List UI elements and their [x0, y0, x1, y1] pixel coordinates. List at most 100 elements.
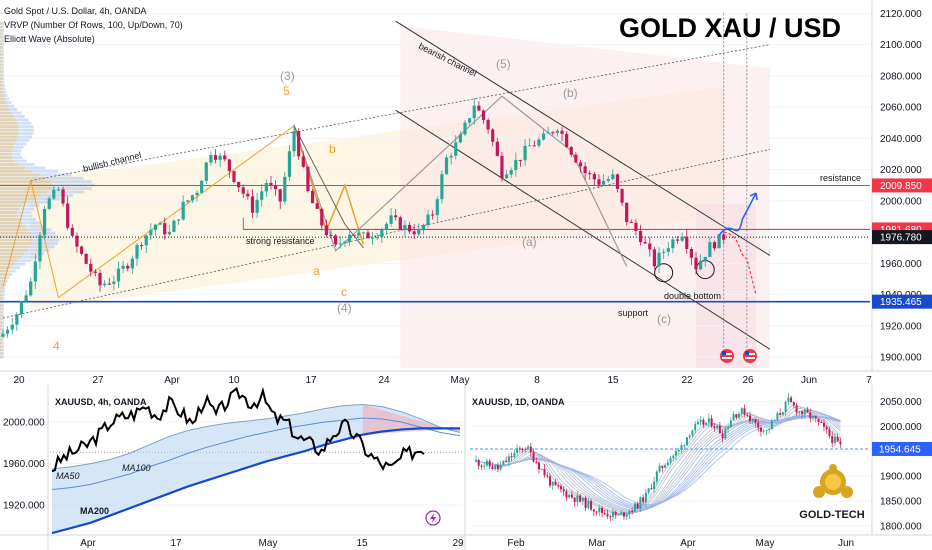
volume-bar: [0, 111, 22, 115]
volume-bar: [0, 149, 12, 153]
ma-ribbon-line: [475, 416, 841, 506]
wave-label-a: a: [313, 264, 320, 278]
price-tick-label: 2040.000: [3, 385, 45, 387]
lightning-icon[interactable]: [425, 510, 441, 526]
candle-body: [485, 460, 488, 466]
candle-body: [538, 462, 541, 470]
volume-bar: [0, 214, 33, 218]
candle-body: [689, 248, 693, 258]
candle-body: [6, 329, 10, 334]
ma100-line: [51, 417, 461, 491]
candle-body: [273, 185, 278, 190]
volume-bar: [0, 245, 55, 249]
candle-body: [784, 401, 787, 413]
volume-bar: [0, 331, 3, 335]
candle-body: [694, 424, 697, 431]
volume-bar: [0, 59, 3, 63]
mini-chart-4h[interactable]: 1920.000 1960.000 2000.000 2040.000 Apr 17 Ma…: [0, 385, 466, 550]
time-tick-label: 10: [228, 375, 240, 385]
wave-label-4-paren: (4): [337, 301, 352, 315]
volume-bar: [0, 314, 5, 318]
ma-ribbon-line: [475, 415, 841, 507]
price-scale[interactable]: 1920.000 1960.000 2000.000 2040.000: [3, 385, 45, 512]
us-flag-icon: [720, 349, 734, 363]
volume-bar: [0, 235, 59, 239]
volume-bar: [0, 283, 4, 287]
price-tick-label: 2000.000: [880, 422, 922, 433]
time-scale[interactable]: Apr 17 May 15 29: [80, 538, 464, 549]
candle-body: [486, 120, 490, 130]
candles[interactable]: [475, 393, 842, 522]
volume-bar: [0, 221, 41, 225]
volume-bar: [0, 152, 12, 156]
candle-body: [762, 430, 765, 432]
volume-bar: [0, 104, 15, 108]
volume-bar: [0, 197, 61, 201]
volume-bar: [0, 190, 85, 194]
background-layer: [30, 25, 770, 368]
time-scale[interactable]: 20 27 Apr 10 17 24 May 8 15 22 26 Jun 7: [13, 375, 872, 385]
time-tick-label: 22: [681, 375, 693, 385]
time-scale[interactable]: Feb Mar Apr May Jun: [507, 538, 854, 549]
candle-body: [820, 422, 823, 424]
support-label: support: [618, 308, 649, 318]
time-tick-label: May: [451, 375, 470, 385]
volume-bar: [0, 63, 3, 67]
candle-body: [809, 412, 812, 419]
volume-bar: [0, 211, 18, 214]
us-flag-icon: [743, 349, 757, 363]
volume-bar: [0, 276, 6, 280]
ma-band-fill-bear: [362, 404, 460, 435]
candle-body: [287, 151, 292, 177]
candle-body: [831, 436, 834, 444]
candle-body: [532, 452, 535, 462]
candle-body: [480, 465, 483, 467]
ma50-label: MA50: [56, 471, 80, 481]
candle-body: [699, 260, 703, 270]
candle-body: [806, 409, 809, 413]
candle-body: [620, 512, 623, 515]
candle-body: [250, 196, 255, 213]
volume-bar: [0, 355, 4, 359]
candle-body: [463, 122, 467, 135]
volume-bar: [0, 46, 5, 50]
volume-bar: [0, 53, 3, 56]
info-line-elliott: Elliott Wave (Absolute): [4, 34, 95, 44]
candle-body: [412, 231, 416, 235]
volume-bar: [0, 42, 5, 46]
volume-bar: [0, 42, 3, 46]
volume-bar: [0, 138, 30, 142]
volume-bar: [0, 22, 4, 25]
candle-body: [579, 495, 582, 502]
volume-bar: [0, 59, 5, 63]
volume-bar: [0, 310, 3, 314]
candle-body: [227, 159, 231, 172]
candle-body: [712, 242, 717, 249]
volume-bar: [0, 25, 4, 29]
candle-body: [186, 200, 190, 202]
candles[interactable]: [1, 98, 726, 338]
candle-body: [647, 488, 650, 493]
candle-body: [727, 427, 730, 429]
price-tick-label: 2080.000: [880, 71, 922, 82]
time-tick-label: 17: [170, 538, 182, 549]
wave-label-3-paren: (3): [280, 69, 295, 83]
candle-body: [685, 236, 689, 249]
price-tick-label: 2100.000: [880, 40, 922, 51]
volume-bar: [0, 101, 7, 105]
volume-bar: [0, 104, 8, 108]
mini-chart-1d[interactable]: 1800.0001850.0001900.0001950.0002000.000…: [466, 385, 932, 550]
volume-bar: [0, 231, 56, 235]
candle-body: [722, 234, 726, 240]
volume-bar: [0, 121, 32, 125]
volume-bar: [0, 321, 3, 324]
volume-bar: [0, 80, 5, 84]
candle-body: [569, 147, 573, 155]
candle-body: [557, 485, 560, 487]
candle-body: [592, 173, 596, 180]
volume-bar: [0, 207, 19, 211]
volume-bar: [0, 262, 14, 266]
candle-body: [417, 228, 421, 235]
grid: [0, 12, 870, 358]
main-chart[interactable]: 1900.0001920.0001940.0001960.0001980.000…: [0, 0, 932, 385]
